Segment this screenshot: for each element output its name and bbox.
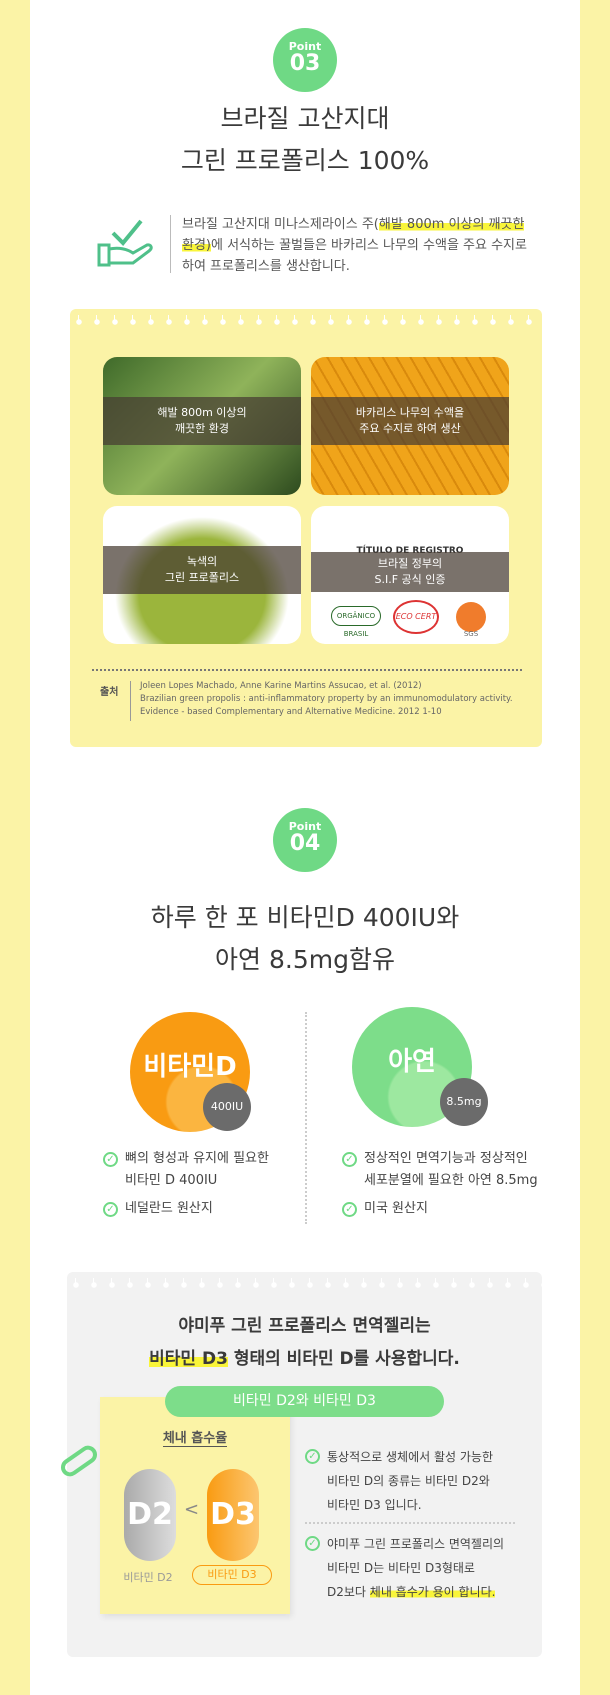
sticky-note: 체내 흡수율 D2 < D3 비타민 D2 비타민 D3 (100, 1397, 290, 1614)
check-item: ✓ 통상적으로 생체에서 활성 가능한 비타민 D의 종류는 비타민 D2와 비타… (305, 1445, 493, 1517)
heading-line: 형태의 비타민 D를 사용합니다. (227, 1349, 460, 1369)
d2-capsule: D2 (124, 1469, 176, 1561)
tile-honeycomb: 바카리스 나무의 수액을 주요 수지로 하여 생산 (311, 357, 509, 495)
desc-text: 에 서식하는 꿀벌들은 바카리스 나무의 수액을 주요 수지로 하여 프로폴리스… (182, 238, 527, 274)
check-item: ✓ 야미푸 그린 프로폴리스 면역젤리의 비타민 D는 비타민 D3형태로 D2보… (305, 1532, 504, 1604)
source-text: Joleen Lopes Machado, Anne Karine Martin… (140, 680, 513, 719)
badge-label: Point (288, 820, 322, 833)
divider (130, 681, 131, 721)
source-label: 출처 (100, 687, 119, 698)
propolis-info-box: 해발 800m 이상의 깨끗한 환경 바카리스 나무의 수액을 주요 수지로 하… (70, 309, 542, 747)
badge-number: 04 (289, 831, 321, 856)
desc-text: 브라질 고산지대 미나스제라이스 주( (182, 217, 379, 232)
note-title: 체내 흡수율 (162, 1431, 228, 1447)
less-than-sign: < (184, 1499, 200, 1520)
check-icon: ✓ (342, 1202, 357, 1217)
check-text: 통상적으로 생체에서 활성 가능한 비타민 D의 종류는 비타민 D2와 비타민… (327, 1450, 494, 1512)
tile-highlands: 해발 800m 이상의 깨끗한 환경 (103, 357, 301, 495)
tile-label: 브라질 정부의 S.I.F 공식 인증 (311, 552, 509, 592)
dotted-divider (305, 1522, 515, 1524)
d3-label: 비타민 D3 (192, 1565, 272, 1585)
tile-label: 바카리스 나무의 수액을 주요 수지로 하여 생산 (311, 397, 509, 445)
notebook-ticks (67, 1278, 542, 1288)
tile-label: 해발 800m 이상의 깨끗한 환경 (103, 397, 301, 445)
heading-highlight: 비타민 D3 (149, 1349, 228, 1369)
check-icon: ✓ (305, 1536, 320, 1551)
zinc-amount-badge: 8.5mg (440, 1078, 488, 1126)
d3-capsule: D3 (207, 1469, 259, 1561)
title-line: 하루 한 포 비타민D 400IU와 (150, 903, 460, 932)
title-line: 그린 프로폴리스 100% (180, 146, 430, 175)
point-badge: Point 03 (273, 28, 337, 92)
organico-logo: ORGÂNICO BRASIL (331, 606, 381, 638)
sgs-logo: SGS (456, 602, 486, 638)
notebook-ticks (70, 315, 542, 325)
column-divider (305, 1012, 307, 1224)
point-badge: Point 04 (273, 808, 337, 872)
heading-line: 야미푸 그린 프로폴리스 면역젤리는 (178, 1316, 431, 1336)
tile-green-powder: 녹색의 그린 프로폴리스 (103, 506, 301, 644)
check-item: ✓ 네덜란드 원산지 (103, 1198, 213, 1220)
source-line: Joleen Lopes Machado, Anne Karine Martin… (140, 681, 422, 691)
check-icon: ✓ (103, 1152, 118, 1167)
ecocert-logo: ECO CERT (393, 600, 439, 634)
check-item: ✓ 미국 원산지 (342, 1198, 428, 1220)
badge-label: Point (288, 40, 322, 53)
check-text: 야미푸 그린 프로폴리스 면역젤리의 비타민 D는 비타민 D3형태로 D2보다 (327, 1537, 505, 1599)
dotted-divider (92, 669, 522, 671)
tile-certificate: TÍTULO DE REGISTRO 브라질 정부의 S.I.F 공식 인증 O… (311, 506, 509, 644)
title-line: 브라질 고산지대 (220, 104, 390, 133)
source-line: Evidence - based Complementary and Alter… (140, 707, 442, 717)
d3-heading: 야미푸 그린 프로폴리스 면역젤리는 비타민 D3 형태의 비타민 D를 사용합… (67, 1310, 542, 1376)
title-line: 아연 8.5mg함유 (215, 945, 395, 974)
check-text: 네덜란드 원산지 (125, 1201, 213, 1216)
hand-check-icon (97, 219, 153, 267)
check-icon: ✓ (342, 1152, 357, 1167)
paperclip-icon (57, 1442, 101, 1480)
right-side-bar (580, 0, 610, 1695)
check-text: 뼈의 형성과 유지에 필요한 비타민 D 400IU (125, 1151, 269, 1188)
badge-number: 03 (289, 51, 321, 76)
d3-pill-heading: 비타민 D2와 비타민 D3 (165, 1386, 444, 1417)
tile-label: 녹색의 그린 프로폴리스 (103, 546, 301, 594)
check-text: 정상적인 면역기능과 정상적인 세포분열에 필요한 아연 8.5mg (364, 1151, 538, 1188)
left-side-bar (0, 0, 30, 1695)
check-icon: ✓ (305, 1449, 320, 1464)
check-item: ✓ 뼈의 형성과 유지에 필요한 비타민 D 400IU (103, 1148, 269, 1192)
point3-description: 브라질 고산지대 미나스제라이스 주(해발 800m 이상의 깨끗한 환경)에 … (182, 214, 527, 277)
d2-label: 비타민 D2 (123, 1571, 173, 1584)
vitamin-d3-box: 야미푸 그린 프로폴리스 면역젤리는 비타민 D3 형태의 비타민 D를 사용합… (57, 1272, 542, 1657)
check-icon: ✓ (103, 1202, 118, 1217)
check-highlight: 체내 흡수가 용이 합니다. (369, 1585, 496, 1599)
source-line: Brazilian green propolis : anti-inflamma… (140, 694, 513, 704)
divider (170, 215, 171, 273)
check-text: 미국 원산지 (364, 1201, 428, 1216)
check-item: ✓ 정상적인 면역기능과 정상적인 세포분열에 필요한 아연 8.5mg (342, 1148, 538, 1192)
cert-heading: TÍTULO DE REGISTRO (356, 546, 464, 556)
vitamin-d-amount-badge: 400IU (203, 1083, 251, 1131)
